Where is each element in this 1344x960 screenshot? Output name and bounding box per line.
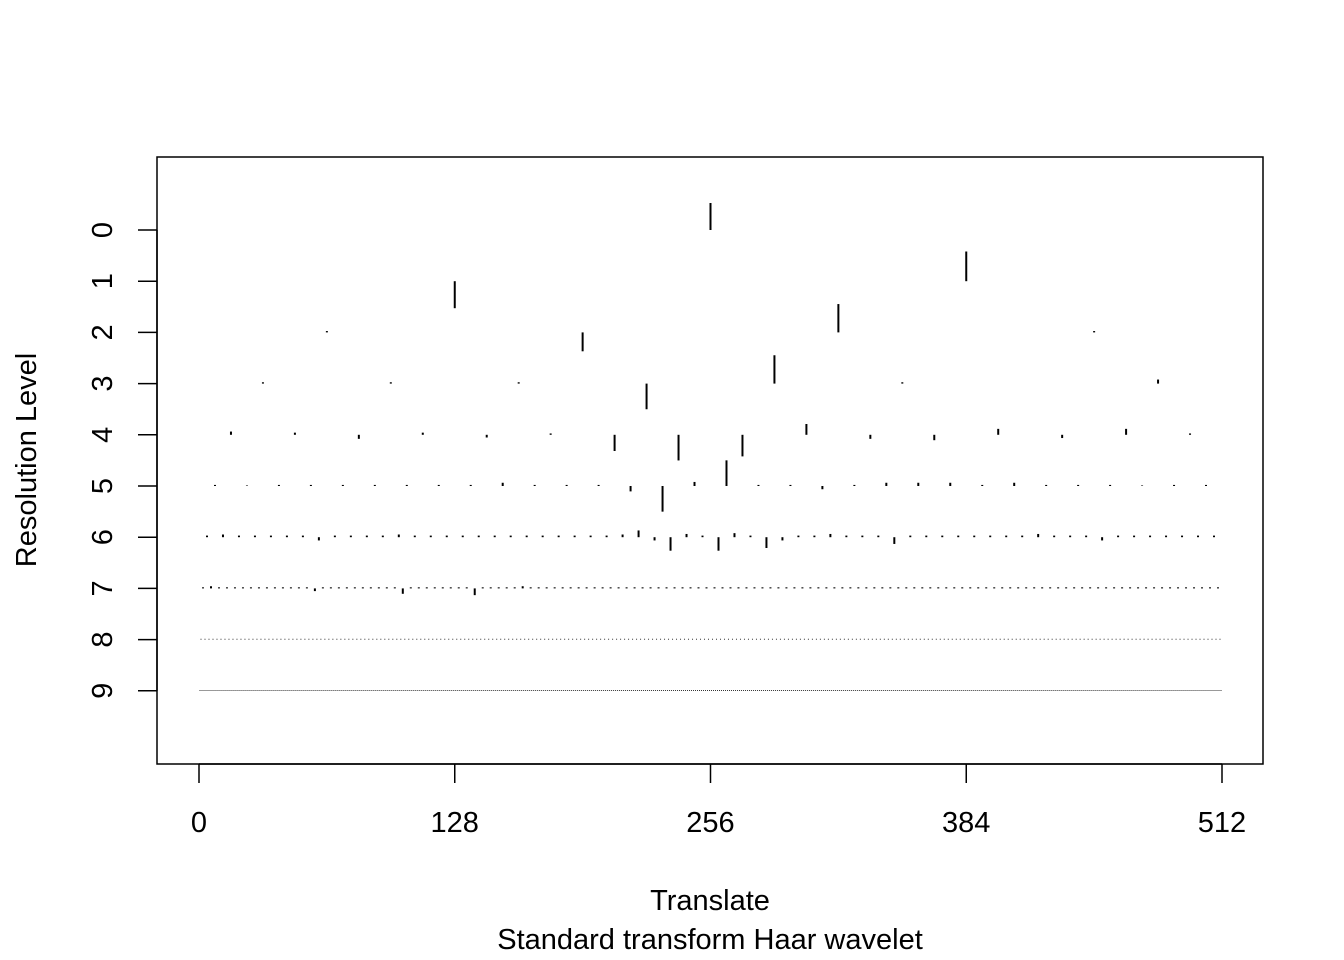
y-tick-label: 7 <box>87 580 119 596</box>
y-tick-label: 3 <box>87 376 119 392</box>
y-tick-label: 2 <box>87 324 119 340</box>
y-tick-label: 4 <box>87 427 119 443</box>
chart-subtitle: Standard transform Haar wavelet <box>497 924 923 956</box>
y-tick-label: 5 <box>87 478 119 494</box>
y-tick-label: 1 <box>87 273 119 289</box>
x-axis-label: Translate <box>650 885 770 917</box>
x-tick-label: 128 <box>431 807 479 839</box>
y-tick-label: 8 <box>87 632 119 648</box>
plot-frame <box>156 156 1264 765</box>
y-tick-label: 9 <box>87 683 119 699</box>
x-tick-label: 256 <box>686 807 734 839</box>
coefficient-marks <box>199 203 1222 691</box>
x-tick-label: 384 <box>942 807 990 839</box>
y-axis: 0 1 2 3 4 5 6 7 8 9 <box>87 222 158 699</box>
x-tick-label: 512 <box>1198 807 1246 839</box>
x-axis: 0 128 256 384 512 <box>191 763 1246 839</box>
y-axis-label: Resolution Level <box>11 353 43 567</box>
y-tick-label: 6 <box>87 529 119 545</box>
x-tick-label: 0 <box>191 807 207 839</box>
y-tick-label: 0 <box>87 222 119 238</box>
